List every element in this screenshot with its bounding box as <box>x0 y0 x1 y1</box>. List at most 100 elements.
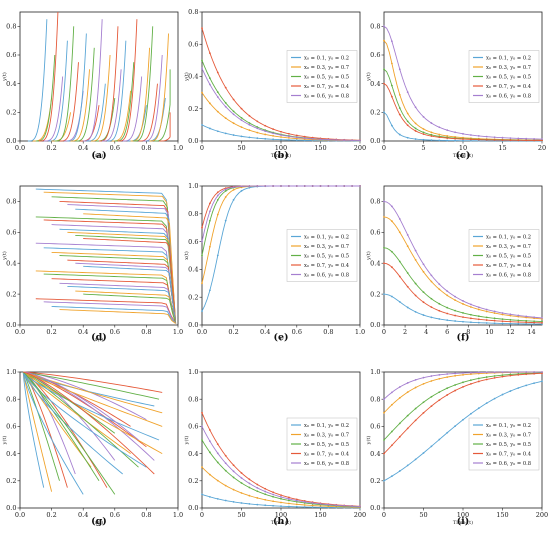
x-tick-label: 0 <box>382 328 386 336</box>
trajectory-line <box>67 231 177 324</box>
series-marker <box>509 313 512 316</box>
series-marker <box>209 83 211 86</box>
series-marker <box>462 418 464 421</box>
series-marker <box>398 386 401 388</box>
trajectory-line <box>43 219 177 324</box>
series-marker <box>201 240 203 243</box>
trajectory-line <box>35 242 177 324</box>
series-marker <box>509 390 512 392</box>
trajectory-line <box>22 371 147 468</box>
series-marker <box>414 294 417 297</box>
series-marker <box>406 112 409 115</box>
series-marker <box>462 312 464 314</box>
legend: x₀ = 0.1, y₀ = 0.2 x₀ = 0.3, y₀ = 0.7 x₀ =… <box>468 50 540 103</box>
series-marker <box>216 110 219 113</box>
y-tick-label: 0.4 <box>188 266 198 274</box>
series-marker <box>509 139 512 142</box>
series-marker <box>493 376 496 379</box>
chart-panel-a: 0.0 0.2 0.4 0.6 0.8 1.0 0.0 0.2 0.4 0.6 0.8 x(t) y(t… <box>1 11 183 161</box>
trajectory-line <box>67 285 177 324</box>
series-marker <box>201 67 203 70</box>
series-marker <box>541 320 543 323</box>
y-tick-label: 0.4 <box>370 450 380 458</box>
y-tick-label: 0.0 <box>370 504 380 512</box>
series-marker <box>533 371 535 373</box>
series-marker <box>485 371 488 374</box>
y-tick-label: 0.0 <box>370 321 380 329</box>
trajectory-line <box>23 371 155 475</box>
series-marker <box>383 111 385 114</box>
series-marker <box>248 186 251 189</box>
legend-entry: x₀ = 0.6, y₀ = 0.8 <box>304 272 349 278</box>
series-marker <box>430 280 433 283</box>
series-marker <box>477 315 480 318</box>
series-marker <box>209 289 211 292</box>
trajectory-line <box>67 259 177 324</box>
series-marker <box>272 128 274 131</box>
series-marker <box>430 131 433 134</box>
series-marker <box>509 322 512 325</box>
trajectory-line <box>48 40 68 142</box>
series-marker <box>541 323 543 326</box>
trajectory-line <box>91 54 111 142</box>
x-tick-label: 12 <box>506 328 514 336</box>
series-marker <box>216 443 219 446</box>
y-tick-label: 0.8 <box>6 395 16 403</box>
x-axis-label: x(t) <box>95 519 104 526</box>
x-tick-label: 200 <box>354 144 366 152</box>
trajectory-line <box>51 251 177 324</box>
series-marker <box>288 185 290 187</box>
series-marker <box>493 317 496 320</box>
series-marker <box>232 488 235 491</box>
series-marker <box>406 382 409 384</box>
trajectory-line <box>43 247 177 324</box>
series-marker <box>414 138 417 140</box>
series-marker <box>201 310 203 312</box>
legend-entry: x₀ = 0.1, y₀ = 0.2 <box>486 423 531 429</box>
trajectory-line <box>75 290 177 324</box>
series-marker <box>517 139 520 142</box>
series-marker <box>359 139 361 142</box>
y-tick-label: 0.0 <box>188 137 198 145</box>
series-marker <box>414 378 417 381</box>
series-marker <box>295 500 298 503</box>
series-marker <box>501 313 504 316</box>
series-marker <box>240 119 243 122</box>
series-marker <box>248 123 251 126</box>
series-marker <box>446 376 449 378</box>
series-marker <box>264 185 267 187</box>
series-marker <box>493 397 496 400</box>
series-marker <box>406 91 409 94</box>
y-tick-label: 0.2 <box>370 109 380 117</box>
series-marker <box>264 130 267 133</box>
y-tick-label: 0.8 <box>6 23 16 31</box>
series-marker <box>248 136 251 139</box>
trajectory-line <box>35 54 56 142</box>
series-marker <box>509 374 512 377</box>
series-marker <box>391 220 393 223</box>
series-marker <box>248 478 251 481</box>
series-marker <box>462 303 464 305</box>
y-tick-label: 0.8 <box>188 395 198 403</box>
series-marker <box>224 132 227 135</box>
series-marker <box>501 139 504 142</box>
y-tick-label: 0.6 <box>370 229 380 237</box>
series-marker <box>470 313 472 316</box>
plot-frame <box>383 185 543 326</box>
series-marker <box>446 129 449 132</box>
series-marker <box>327 503 330 506</box>
x-tick-label: 0 <box>200 511 204 519</box>
series-marker <box>406 120 409 123</box>
series-marker <box>248 114 251 117</box>
series-marker <box>240 126 243 129</box>
series-marker <box>303 137 306 140</box>
series-marker <box>232 464 235 467</box>
chart-panel-b: 0 50 100 150 200 0.0 0.2 0.4 0.6 0.8 Time (t) y(t) (… <box>183 8 366 161</box>
series-marker <box>272 132 274 135</box>
series-marker <box>272 138 274 141</box>
series-marker <box>319 505 322 507</box>
series-line <box>383 371 542 400</box>
x-axis-label: t <box>462 337 464 343</box>
series-marker <box>454 425 456 428</box>
series-marker <box>422 115 425 118</box>
